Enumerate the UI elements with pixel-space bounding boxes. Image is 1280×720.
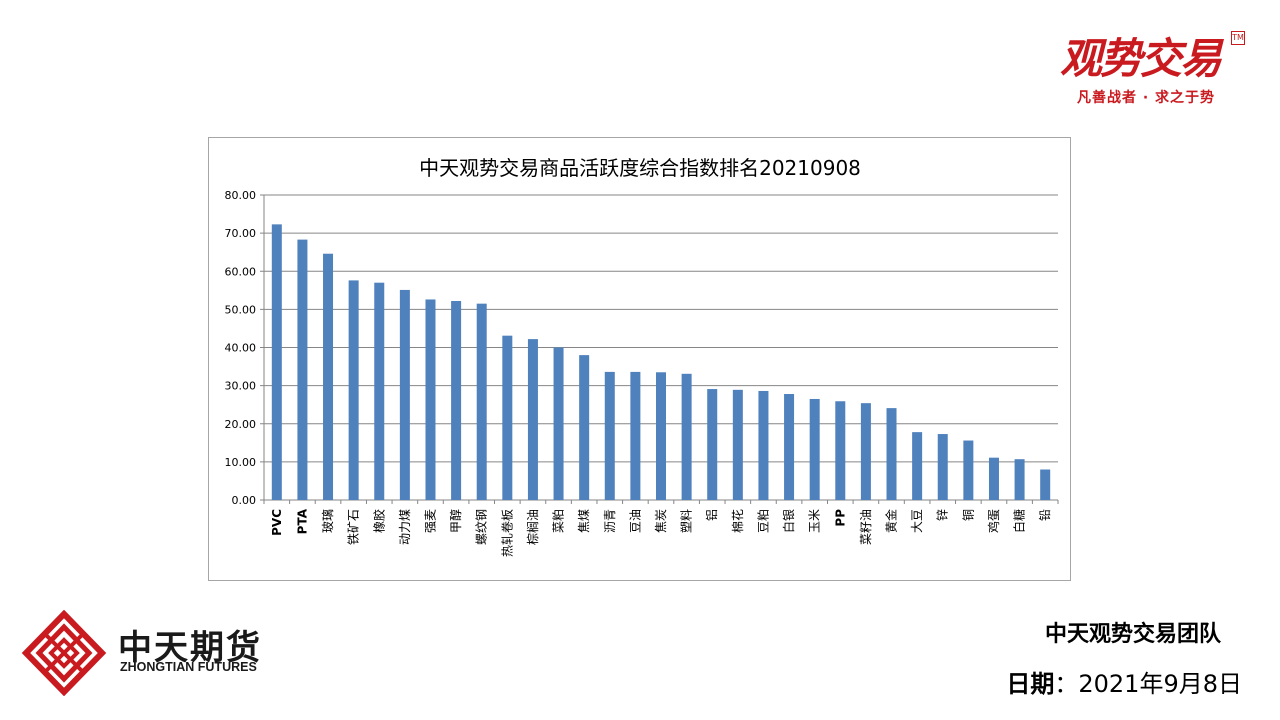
- bar: [604, 371, 615, 500]
- brand-logo: 观势交易 TM 凡善战者 · 求之于势: [1040, 25, 1250, 110]
- y-tick-label: 0.00: [232, 494, 257, 507]
- bar: [809, 398, 820, 500]
- bar: [963, 440, 974, 500]
- bar: [502, 335, 513, 500]
- bar: [476, 303, 487, 500]
- x-tick-label: 菜粕: [551, 509, 566, 533]
- bar: [860, 403, 871, 500]
- bar: [399, 289, 410, 500]
- company-name-english: ZHONGTIAN FUTURES: [120, 660, 257, 674]
- y-tick-label: 60.00: [225, 265, 257, 278]
- x-tick-label: 铜: [960, 509, 975, 521]
- bar: [681, 373, 692, 500]
- x-tick-label: 焦煤: [577, 509, 591, 533]
- bar: [707, 389, 718, 500]
- x-tick-label: 锌: [936, 509, 950, 521]
- company-name: 中天期货: [118, 628, 262, 668]
- chart-title: 中天观势交易商品活跃度综合指数排名20210908: [419, 156, 861, 180]
- x-tick-label: 黄金: [884, 509, 899, 533]
- x-tick-label: 螺纹钢: [475, 509, 489, 545]
- y-tick-label: 80.00: [225, 189, 257, 202]
- x-tick-label: 大豆: [910, 509, 924, 533]
- bar: [784, 394, 795, 500]
- x-tick-label: 橡胶: [371, 509, 386, 533]
- bar: [323, 253, 334, 500]
- gridlines: [264, 194, 1058, 501]
- bar: [374, 282, 385, 500]
- report-date: 日期：2021年9月8日: [1006, 664, 1242, 699]
- y-axis: 0.00 10.00 20.00 30.00 40.00 50.00 60.00 70.00 8…: [225, 189, 265, 507]
- x-tick-label: 铝: [704, 509, 719, 521]
- x-tick-label: 鸡蛋: [986, 509, 1001, 533]
- x-tick-label: PVC: [270, 509, 284, 536]
- x-tick-label: 铅: [1038, 509, 1052, 521]
- date-label: 日期: [1006, 670, 1055, 698]
- x-tick-label: 菜籽油: [859, 509, 873, 545]
- x-tick-label: PTA: [295, 508, 309, 534]
- bar: [835, 401, 846, 500]
- brand-title: 观势交易: [1059, 34, 1222, 83]
- bar: [656, 372, 666, 500]
- bar: [271, 224, 282, 500]
- x-tick-label: 白银: [781, 509, 796, 533]
- y-tick-label: 20.00: [225, 418, 257, 431]
- x-tick-label: 热轧卷板: [499, 509, 514, 557]
- y-tick-label: 30.00: [225, 380, 257, 393]
- bar: [988, 457, 999, 500]
- bar: [527, 339, 538, 500]
- x-tick-label: 甲醇: [448, 509, 463, 533]
- bar: [579, 355, 590, 500]
- y-tick-label: 40.00: [225, 342, 257, 355]
- bar: [425, 299, 436, 500]
- x-tick-label: 豆粕: [755, 509, 770, 533]
- x-tick-label: 动力煤: [398, 509, 412, 545]
- x-tick-label: 白糖: [1012, 509, 1027, 533]
- brand-slogan: 凡善战者 · 求之于势: [1076, 90, 1216, 106]
- bar: [758, 390, 769, 500]
- x-tick-label: 玉米: [808, 509, 822, 533]
- bar: [451, 300, 462, 500]
- bar: [912, 432, 923, 500]
- trademark-badge: TM: [1231, 31, 1245, 45]
- bar: [553, 347, 564, 500]
- date-separator: ：: [1054, 670, 1079, 698]
- x-tick-label: 棉花: [730, 509, 745, 533]
- bar: [937, 434, 948, 500]
- bar: [886, 408, 897, 500]
- y-tick-label: 70.00: [225, 227, 257, 240]
- x-tick-label: 强麦: [423, 509, 437, 533]
- x-tick-label: 塑料: [679, 509, 694, 533]
- bar: [630, 371, 641, 500]
- x-tick-label: 棕榈油: [525, 509, 540, 545]
- bar: [1040, 469, 1051, 500]
- x-axis: PVC PTA 玻璃 铁矿石 橡胶 动力煤 强麦 甲醇 螺纹钢 热轧卷板 棕榈油 菜粕 焦煤 沥青 豆油 焦炭…: [263, 500, 1059, 557]
- y-tick-label: 50.00: [225, 303, 257, 316]
- company-emblem-icon: [22, 610, 106, 696]
- x-tick-label: 豆油: [628, 509, 642, 533]
- team-name: 中天观势交易团队: [1044, 622, 1221, 647]
- chart-frame: 中天观势交易商品活跃度综合指数排名20210908 0.00 10.00 20.00…: [208, 137, 1071, 581]
- bar: [732, 389, 743, 500]
- bar: [297, 239, 308, 500]
- bar: [348, 280, 359, 500]
- bar: [1014, 459, 1025, 500]
- x-tick-label: 玻璃: [321, 509, 335, 533]
- bars: [271, 224, 1051, 500]
- x-tick-label: 沥青: [603, 509, 617, 533]
- date-value: 2021年9月8日: [1078, 670, 1242, 698]
- y-tick-label: 10.00: [225, 456, 257, 469]
- x-tick-label: PP: [833, 509, 847, 527]
- company-logo: 中天期货 ZHONGTIAN FUTURES: [22, 610, 272, 696]
- x-tick-label: 焦炭: [654, 509, 668, 533]
- bar-chart: 中天观势交易商品活跃度综合指数排名20210908 0.00 10.00 20.00…: [225, 156, 1059, 557]
- x-tick-label: 铁矿石: [347, 509, 361, 545]
